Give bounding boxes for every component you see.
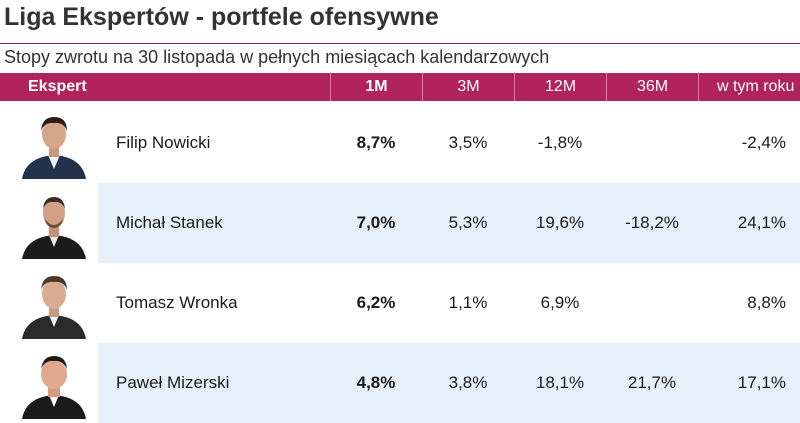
return-ytd: 24,1% (737, 213, 786, 232)
expert-name: Tomasz Wronka (116, 293, 238, 312)
return-36m: -18,2% (625, 213, 679, 232)
return-12m: -1,8% (537, 133, 583, 152)
return-3m: 3,5% (448, 133, 488, 152)
col-header-12m: 12M (514, 73, 606, 101)
title-divider (0, 43, 800, 44)
return-1m: 8,7% (356, 133, 396, 152)
avatar-portrait (22, 356, 86, 419)
table-header: Ekspert 1M 3M 12M 36M w tym roku (0, 73, 800, 101)
page-subtitle: Stopy zwrotu na 30 listopada w pełnych m… (4, 47, 550, 67)
return-3m: 3,8% (448, 373, 488, 392)
expert-name: Filip Nowicki (116, 133, 211, 152)
table-row: Tomasz Wronka 6,2% 1,1% 6,9% 8,8% (0, 263, 800, 343)
col-header-36m: 36M (606, 73, 698, 101)
return-ytd: 8,8% (747, 293, 786, 312)
expert-name: Paweł Mizerski (116, 373, 230, 392)
return-36m (606, 263, 698, 343)
col-header-expert: Ekspert (28, 78, 87, 95)
return-3m: 1,1% (448, 293, 488, 312)
avatar-portrait (22, 276, 86, 339)
return-ytd: -2,4% (741, 133, 786, 152)
return-12m: 18,1% (535, 373, 585, 392)
col-header-ytd: w tym roku (698, 73, 800, 101)
return-3m: 5,3% (448, 213, 488, 232)
table-row: Michał Stanek 7,0% 5,3% 19,6% -18,2% 24,… (0, 183, 800, 263)
table-row: Filip Nowicki 8,7% 3,5% -1,8% -2,4% (0, 103, 800, 183)
return-12m: 6,9% (540, 293, 580, 312)
return-1m: 4,8% (356, 373, 396, 392)
table-row: Paweł Mizerski 4,8% 3,8% 18,1% 21,7% 17,… (0, 343, 800, 423)
return-1m: 7,0% (356, 213, 396, 232)
return-36m: 21,7% (627, 373, 677, 392)
avatar-portrait (22, 117, 86, 179)
avatar-portrait (22, 197, 86, 259)
return-ytd: 17,1% (737, 373, 786, 392)
col-header-3m: 3M (422, 73, 514, 101)
return-1m: 6,2% (356, 293, 396, 312)
return-12m: 19,6% (535, 213, 585, 232)
return-36m (606, 103, 698, 183)
expert-name: Michał Stanek (116, 213, 223, 232)
col-header-1m: 1M (330, 73, 422, 101)
page-title: Liga Ekspertów - portfele ofensywne (4, 3, 439, 31)
